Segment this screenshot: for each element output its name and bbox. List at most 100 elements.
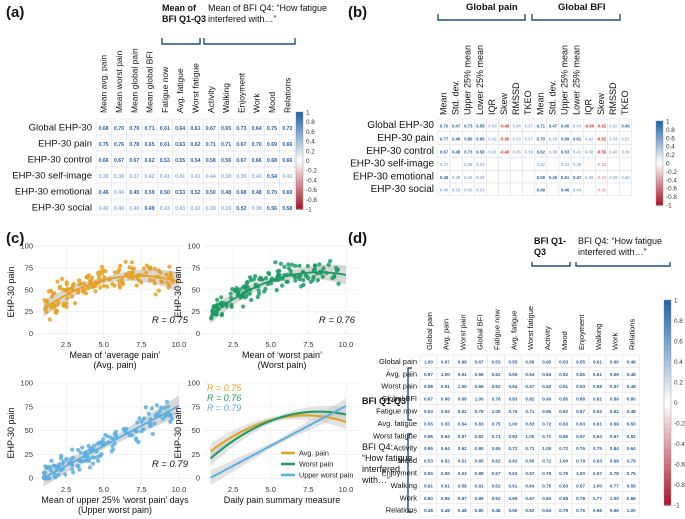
panel-c-point xyxy=(134,283,139,288)
panel-b-cell-value: 0.40 xyxy=(621,175,630,180)
panel-c-point xyxy=(215,297,220,302)
panel-d-cell-value: 0.67 xyxy=(424,397,433,402)
panel-a-cell-value: 0.41 xyxy=(175,174,185,180)
panel-a-colorbar-step xyxy=(296,167,303,171)
panel-c-point xyxy=(64,456,69,461)
panel-b-cell-value: 0.43 xyxy=(573,124,582,129)
panel-d-colorbar-step xyxy=(664,305,671,311)
panel-b-colorbar-step xyxy=(656,165,663,168)
panel-d-column-label: Relations xyxy=(628,318,637,350)
panel-c-ytick: 75 xyxy=(25,263,33,272)
panel-c-point xyxy=(80,445,85,450)
panel-b-colorbar-step xyxy=(656,198,663,202)
panel-c-point xyxy=(96,458,101,463)
panel-a-colorbar-tick: 0.6 xyxy=(306,129,315,136)
panel-a-cell-value: 0.39 xyxy=(236,174,246,180)
panel-c-point xyxy=(219,300,224,305)
panel-c-point xyxy=(288,268,293,274)
panel-b-cell-value: 0.43 xyxy=(488,124,497,129)
panel-b-column-label: IQR xyxy=(487,98,497,115)
panel-d-cell-value: 0.56 xyxy=(627,483,636,488)
panel-a-colorbar-tick: -0.6 xyxy=(306,187,317,194)
panel-c-point xyxy=(245,284,250,289)
panel-c-point xyxy=(109,449,114,454)
panel-a-colorbar-step xyxy=(296,160,303,164)
panel-a-cell-value: 0.69 xyxy=(282,190,292,196)
panel-d-cell-value: 0.85 xyxy=(475,459,484,464)
panel-b-cell-value: 0.58 xyxy=(476,149,485,154)
panel-b-colorbar-tick: -1 xyxy=(666,203,672,210)
panel-d-cell-value: 0.63 xyxy=(559,421,568,426)
panel-c-ytick: 25 xyxy=(192,450,200,459)
panel-c-point xyxy=(336,281,341,286)
panel-d-cell-value: 0.69 xyxy=(610,421,619,426)
panel-c-point xyxy=(326,262,331,267)
panel-d-cell-value: 0.81 xyxy=(593,397,602,402)
panel-d-colorbar-step xyxy=(664,356,671,363)
panel-b-cell-value: 0.73 xyxy=(464,149,473,154)
panel-d-cell-value: 1.00 xyxy=(610,496,619,501)
panel-c-point xyxy=(139,280,144,285)
panel-b-cell-value: 0.71 xyxy=(537,124,546,129)
panel-d-cell-value: 0.53 xyxy=(424,459,433,464)
panel-d-cell-value: 0.82 xyxy=(525,397,534,402)
panel-b-cell-value: 0.46 xyxy=(561,188,570,193)
panel-a-cell-value: 0.75 xyxy=(99,142,109,148)
panel-c-point xyxy=(160,416,166,421)
panel-a-cell-value: 0.70 xyxy=(114,126,124,132)
panel-d-cell-value: 0.64 xyxy=(593,434,602,439)
panel-d-cell-value: 0.68 xyxy=(610,459,619,464)
panel-b-colorbar-step xyxy=(656,158,663,162)
panel-d-cell-value: 0.82 xyxy=(475,434,484,439)
panel-a-colorbar-step xyxy=(296,150,303,154)
panel-a-cell-value: 0.49 xyxy=(144,206,154,212)
panel-c-point xyxy=(112,441,117,446)
panel-b-cell-value: 0.34 xyxy=(512,124,521,129)
panel-c-point xyxy=(293,263,298,268)
panel-b-colorbar-step xyxy=(656,200,663,204)
panel-b-cell-value: 0.41 xyxy=(488,149,497,154)
panel-c-xtick: 10.0 xyxy=(172,340,187,349)
panel-d-cell-value: 0.57 xyxy=(610,384,619,389)
panel-d-cell-value: 0.80 xyxy=(475,508,484,513)
panel-d-cell-value: 0.83 xyxy=(508,397,517,402)
panel-b-cell-value: 0.73 xyxy=(464,124,473,129)
panel-c-point xyxy=(61,287,66,292)
panel-d-cell-value: 0.67 xyxy=(593,471,602,476)
panel-c-point xyxy=(315,278,320,283)
panel-d-colorbar-step xyxy=(664,438,671,445)
panel-c-plot-area xyxy=(203,246,361,338)
panel-b-cell-value: 0.42 xyxy=(585,137,594,142)
panel-a-row-label: EHP-30 emotional xyxy=(15,187,92,198)
panel-d-cell-value: 0.64 xyxy=(627,446,636,451)
panel-c-point xyxy=(103,432,108,438)
panel-c-ylabel: EHP-30 pain xyxy=(173,266,183,317)
panel-c-point xyxy=(273,260,278,265)
panel-d-cell-value: 0.66 xyxy=(475,384,484,389)
panel-d-cell-value: 0.48 xyxy=(627,372,636,377)
panel-a-colorbar-tick: 0 xyxy=(306,158,310,165)
panel-d-cell-value: 0.53 xyxy=(424,409,433,414)
panel-d-colorbar-step xyxy=(664,315,671,322)
panel-d-cell-value: 0.56 xyxy=(424,434,433,439)
panel-a-colorbar-tick: 0.2 xyxy=(306,148,315,155)
panel-c-point xyxy=(244,293,249,299)
panel-b-cell-value: -0.60 xyxy=(584,124,594,129)
panel-b-colorbar-tick: 1 xyxy=(666,119,670,126)
panel-c-point xyxy=(209,315,214,320)
panel-c-point xyxy=(99,264,104,270)
panel-c-point xyxy=(148,277,153,283)
panel-a-cell-value: 0.44 xyxy=(206,174,216,180)
panel-d-cell-value: 1.00 xyxy=(525,434,534,439)
panel-c-legend-r: R = 0.76 xyxy=(207,393,241,403)
panel-c-point xyxy=(130,260,135,265)
panel-d-cell-value: 0.75 xyxy=(627,471,636,476)
panel-c-point xyxy=(228,291,233,296)
panel-a-colorbar-step xyxy=(296,158,303,162)
panel-c-point xyxy=(167,264,172,269)
panel-d-cell-value: 0.50 xyxy=(627,421,636,426)
panel-b-cell-value: 0.33 xyxy=(452,188,461,193)
panel-c-point xyxy=(153,292,158,297)
panel-d-column-label: Avg. pain xyxy=(442,319,451,350)
panel-d-cell-value: 0.55 xyxy=(508,359,517,364)
